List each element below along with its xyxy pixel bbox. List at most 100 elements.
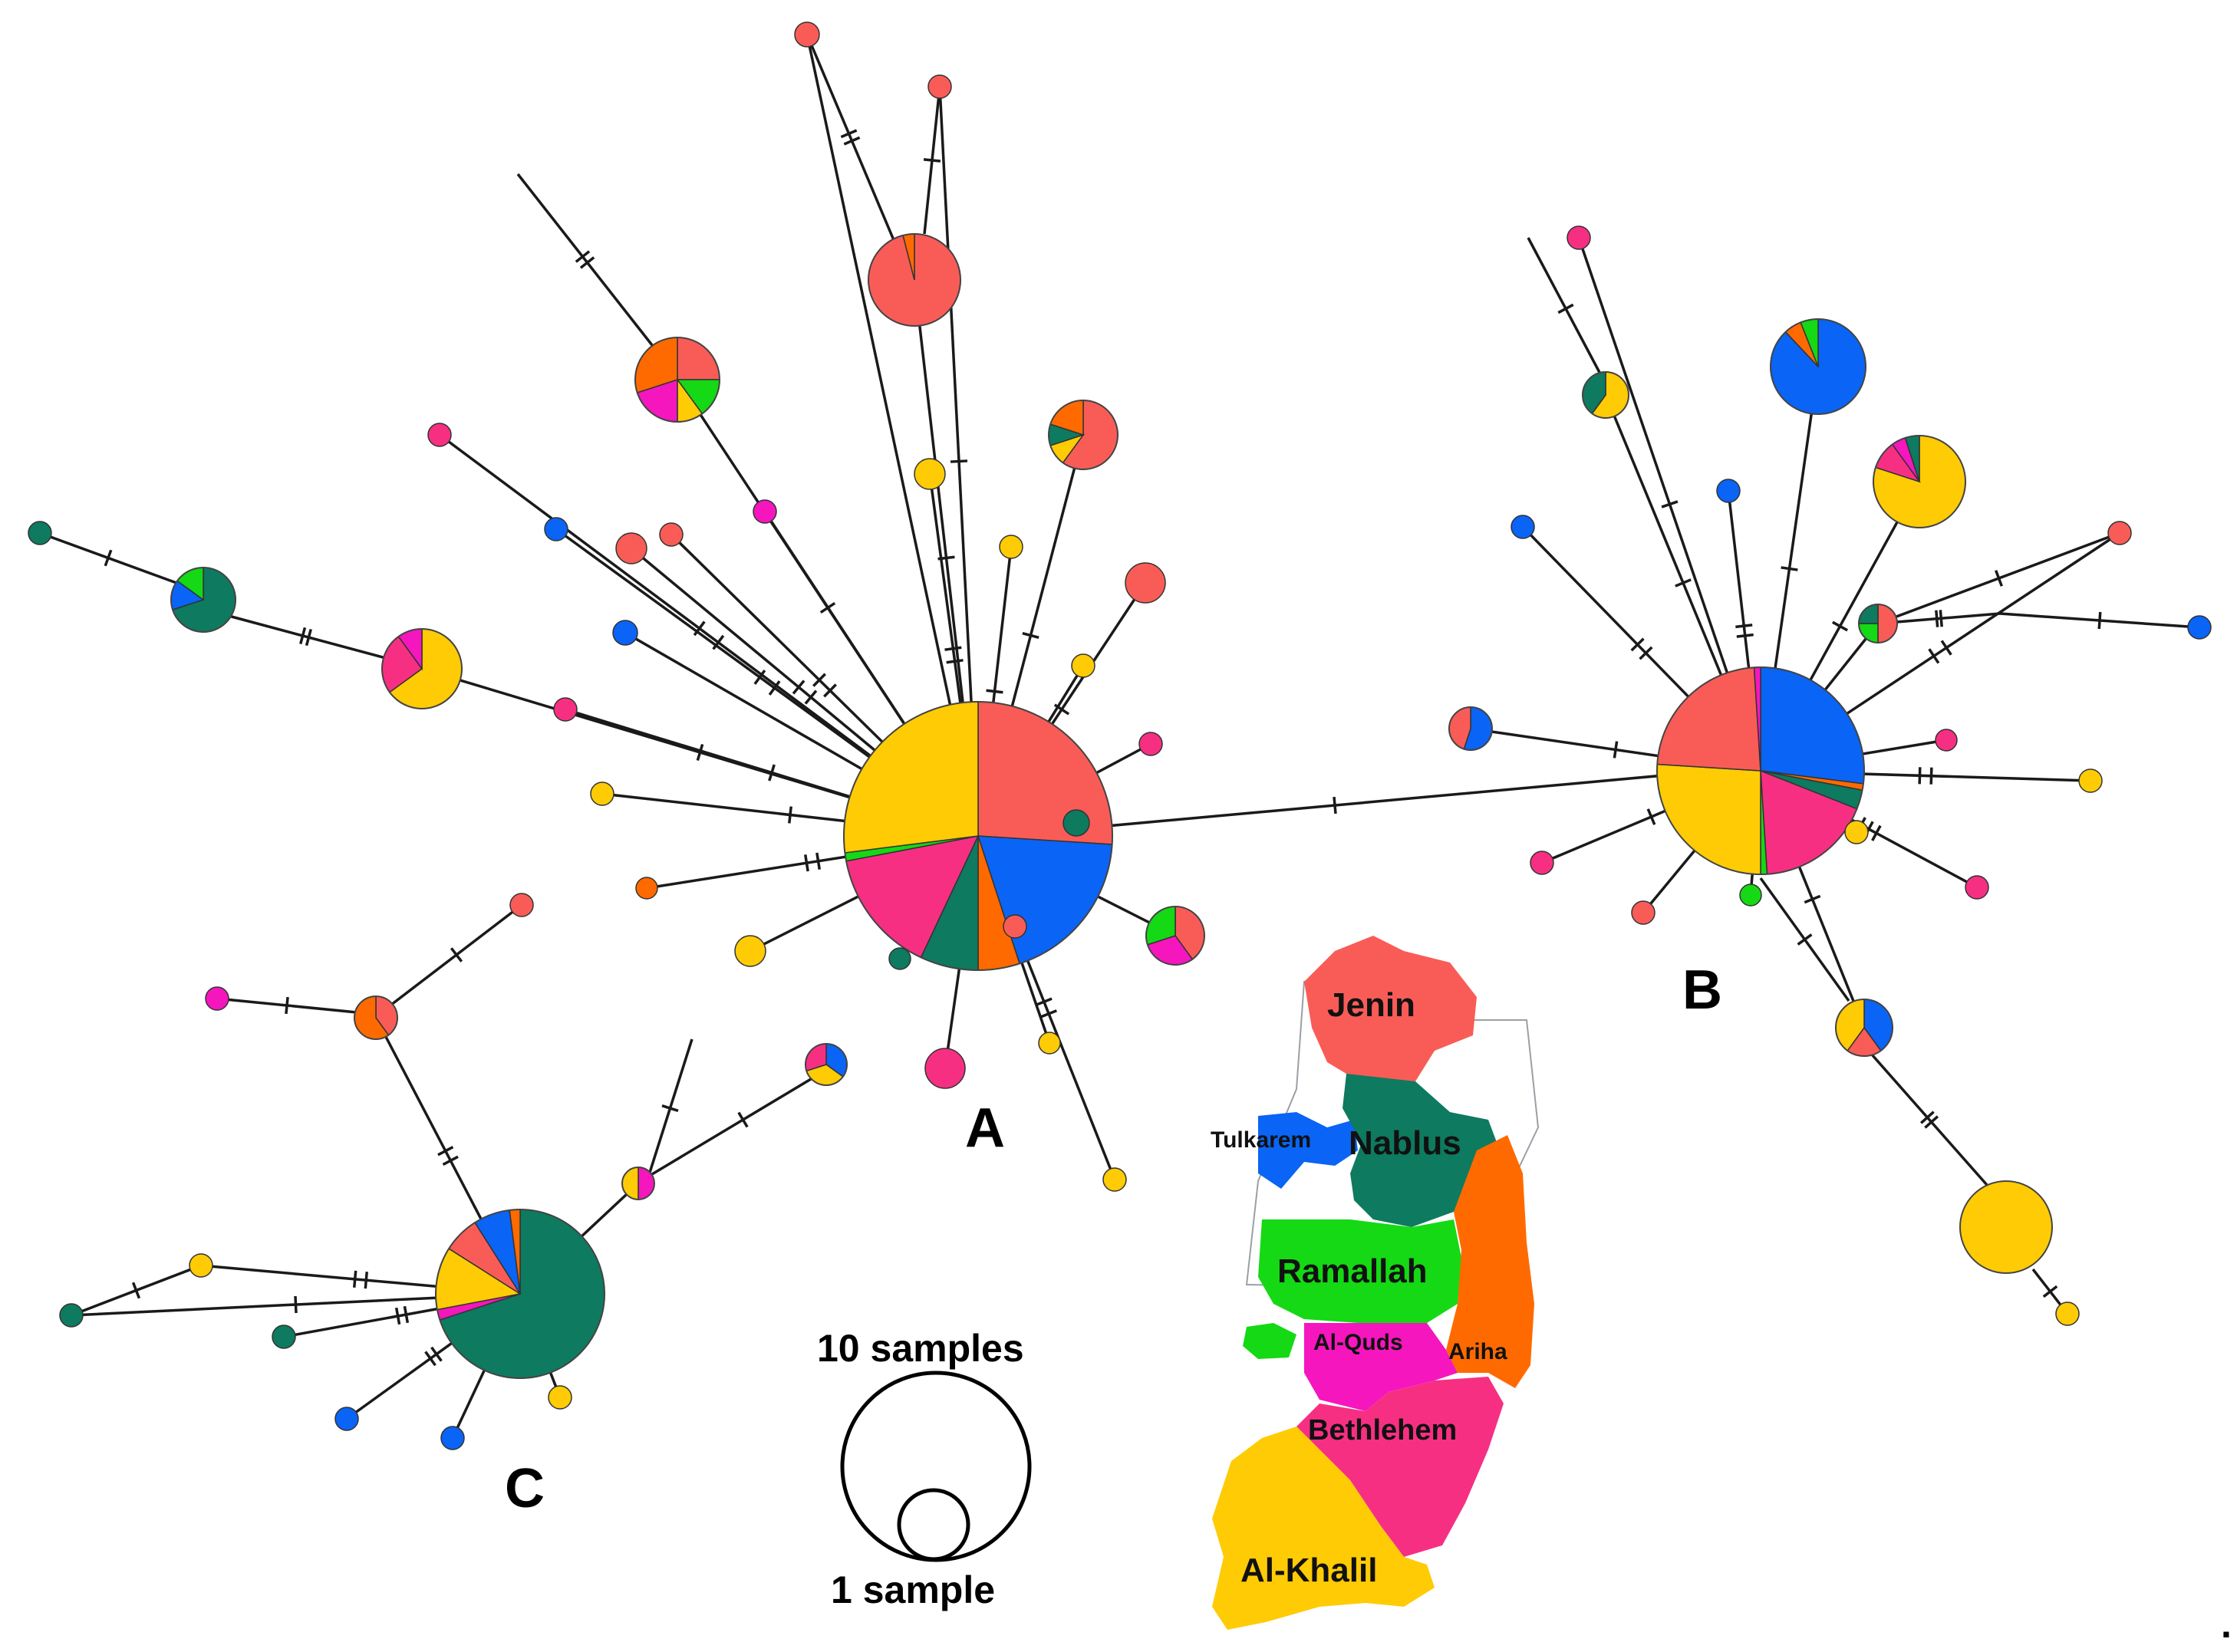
legend-small-circle — [897, 1488, 970, 1562]
mutation-tick — [768, 764, 776, 782]
mutation-tick — [1036, 997, 1053, 1006]
mutation-tick — [1613, 741, 1619, 759]
haplotype-dot-b-1 — [1716, 479, 1741, 503]
haplotype-node-b-n7 — [1835, 999, 1893, 1057]
mutation-tick — [575, 250, 591, 263]
haplotype-dot-a-7 — [615, 532, 647, 564]
node-outline — [354, 995, 398, 1040]
haplotype-dot-c-4 — [440, 1426, 465, 1450]
mutation-tick — [394, 1307, 401, 1325]
edge-link-0 — [806, 34, 895, 241]
haplotype-dot-a-9 — [659, 522, 684, 547]
mutation-tick — [693, 620, 706, 637]
node-outline — [1873, 435, 1966, 528]
mutation-tick — [1639, 646, 1653, 660]
map-label-alquds: Al-Quds — [1313, 1330, 1403, 1355]
legend-large-circle — [840, 1371, 1032, 1562]
haplotype-dot-a-12 — [612, 620, 638, 646]
edge-a-tip-0 — [806, 34, 980, 837]
haplotype-dot-a-6 — [1138, 732, 1163, 756]
haplotype-node-a-n6 — [1145, 906, 1205, 966]
mutation-tick — [1675, 578, 1692, 587]
mutation-tick — [294, 1295, 298, 1314]
mutation-tick — [403, 1305, 410, 1324]
mutation-tick — [819, 601, 836, 614]
haplotype-dot-b-5 — [2078, 768, 2103, 793]
haplotype-dot-far-right — [2187, 615, 2212, 640]
legend-small-label: 1 sample — [831, 1568, 995, 1611]
mutation-tick — [1040, 1009, 1057, 1019]
haplotype-node-b-n1 — [1770, 318, 1866, 415]
trailing-period: . — [2221, 1603, 2232, 1646]
haplotype-dot-a-17 — [924, 1048, 966, 1089]
node-outline — [843, 701, 1113, 971]
haplotype-hub-b — [1656, 666, 1865, 875]
mutation-tick — [305, 628, 312, 647]
region-jenin — [1304, 936, 1477, 1085]
cluster-label-b: B — [1682, 959, 1722, 1021]
haplotype-dot-b-2 — [1511, 515, 1535, 539]
map-label-tulkarem: Tulkarem — [1211, 1127, 1311, 1153]
haplotype-node-a-n3 — [1048, 400, 1118, 470]
haplotype-node-b-n4 — [1582, 371, 1629, 419]
mutation-tick — [131, 1282, 141, 1299]
mutation-tick — [986, 689, 1003, 694]
haplotype-dot-inside-a — [1062, 809, 1090, 837]
mutation-tick — [1929, 767, 1933, 785]
mutation-tick — [1736, 633, 1754, 638]
haplotype-dot-a-16 — [734, 935, 766, 967]
node-outline — [1582, 371, 1629, 419]
haplotype-dot-inside-a-2 — [1003, 914, 1027, 939]
node-outline — [1048, 400, 1118, 470]
mutation-tick — [815, 852, 821, 870]
node-outline — [170, 567, 236, 633]
haplotype-dot-a-18 — [1038, 1032, 1061, 1055]
mutation-tick — [788, 806, 792, 824]
mutation-tick — [1928, 648, 1940, 664]
mutation-tick — [285, 996, 289, 1015]
haplotype-dot-b-7 — [1631, 900, 1656, 925]
mutation-tick — [1940, 640, 1952, 656]
mutation-tick — [1022, 632, 1039, 639]
mutation-tick — [299, 627, 307, 645]
pie-slice-jenin — [1656, 666, 1761, 772]
region-alquds — [1304, 1323, 1458, 1411]
haplotype-node-c-n2 — [621, 1167, 655, 1200]
haplotype-dot-c-3 — [334, 1407, 359, 1431]
haplotype-dot-a-10 — [427, 423, 452, 447]
haplotype-dot-b-4 — [1935, 729, 1958, 752]
mutation-tick — [937, 555, 955, 561]
region-ariha — [1446, 1135, 1534, 1388]
map-label-nablus: Nablus — [1349, 1124, 1461, 1162]
mutation-tick — [430, 1346, 443, 1362]
map-label-ramallah: Ramallah — [1277, 1252, 1428, 1290]
mutation-tick — [450, 947, 463, 963]
palestine-region-map: Jenin Tulkarem Nablus Ramallah Al-Quds A… — [1211, 936, 1540, 1630]
mutation-tick — [768, 680, 781, 696]
mutation-tick — [944, 646, 962, 651]
mutation-tick — [696, 743, 704, 762]
haplotype-dot-b-10 — [1844, 820, 1869, 844]
haplotype-dot-a-13 — [553, 697, 578, 722]
mutation-tick — [1661, 500, 1679, 508]
mutation-tick — [923, 158, 941, 163]
mutation-tick — [661, 1104, 679, 1112]
map-label-jenin: Jenin — [1327, 986, 1415, 1024]
mutation-tick — [1935, 610, 1939, 627]
region-bethlehem — [1296, 1377, 1504, 1557]
haplotype-dot-b-6 — [1530, 851, 1554, 875]
haplotype-dot-a-4 — [1071, 653, 1095, 678]
cluster-label-c: C — [505, 1458, 545, 1519]
haplotype-node-b-n3 — [1959, 1180, 2053, 1274]
edge-link-5 — [219, 612, 392, 661]
haplotype-node-b-n6 — [1858, 604, 1898, 643]
haplotype-dot-b-8 — [1739, 884, 1762, 907]
mutation-tick — [792, 680, 806, 695]
map-label-ariha: Ariha — [1448, 1339, 1507, 1364]
haplotype-dot-a-20 — [888, 947, 911, 970]
haplotype-dot-a-3 — [999, 535, 1023, 559]
haplotype-dot-far-left — [28, 521, 52, 545]
haplotype-dot-a-5 — [1125, 562, 1166, 604]
cluster-label-a: A — [965, 1097, 1005, 1159]
